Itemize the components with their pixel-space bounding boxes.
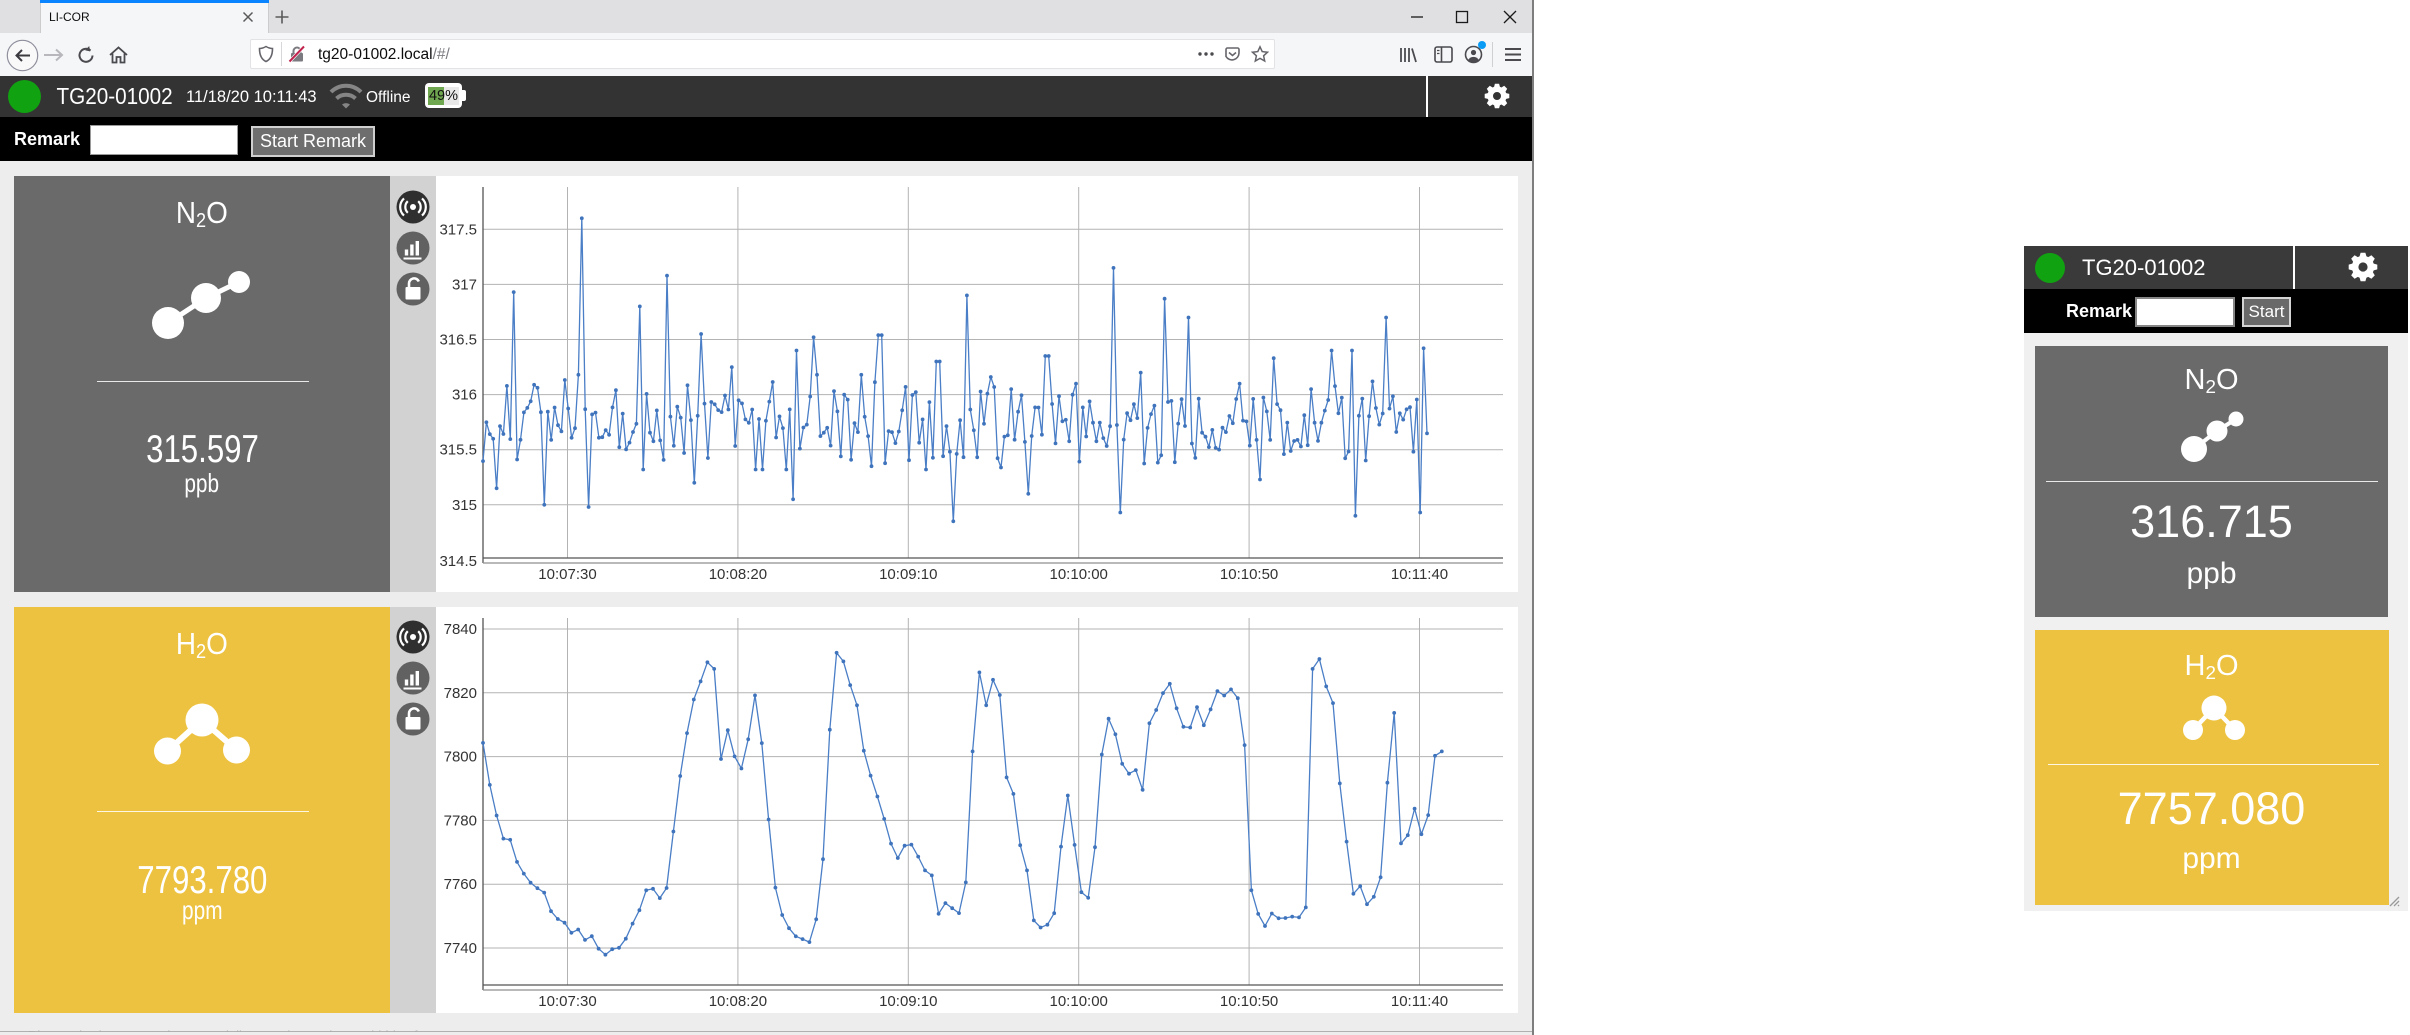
svg-text:317.5: 317.5 [439,221,477,238]
svg-text:10:10:50: 10:10:50 [1220,993,1278,1010]
svg-text:10:07:30: 10:07:30 [538,566,596,583]
svg-text:315.5: 315.5 [439,442,477,459]
svg-text:316: 316 [452,387,477,404]
svg-text:7740: 7740 [444,940,477,957]
svg-text:10:08:20: 10:08:20 [709,566,767,583]
svg-text:7780: 7780 [444,812,477,829]
svg-text:10:09:10: 10:09:10 [879,566,937,583]
svg-text:10:07:30: 10:07:30 [538,993,596,1010]
svg-text:10:08:20: 10:08:20 [709,993,767,1010]
svg-text:314.5: 314.5 [439,553,477,570]
svg-text:317: 317 [452,276,477,293]
svg-text:10:11:40: 10:11:40 [1391,566,1448,583]
svg-text:10:11:40: 10:11:40 [1391,993,1448,1010]
svg-text:10:10:00: 10:10:00 [1050,993,1108,1010]
svg-text:7820: 7820 [444,685,477,702]
svg-text:7840: 7840 [444,621,477,638]
svg-text:10:10:50: 10:10:50 [1220,566,1278,583]
svg-text:7760: 7760 [444,876,477,893]
svg-text:10:10:00: 10:10:00 [1050,566,1108,583]
svg-text:315: 315 [452,497,477,514]
svg-text:316.5: 316.5 [439,332,477,349]
svg-text:10:09:10: 10:09:10 [879,993,937,1010]
svg-text:7800: 7800 [444,749,477,766]
